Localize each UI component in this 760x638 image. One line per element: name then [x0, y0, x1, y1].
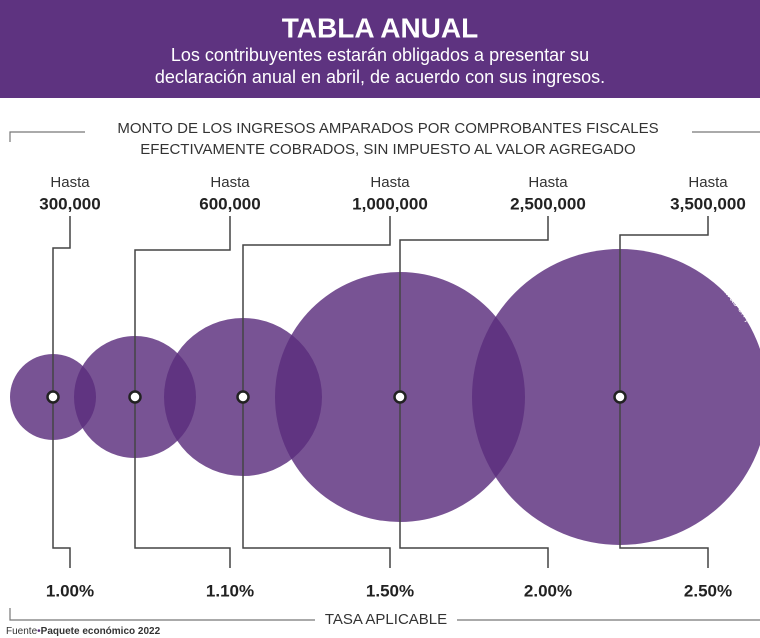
tier-rate: 2.50% — [684, 581, 732, 600]
connector — [242, 216, 391, 391]
section-rule — [9, 131, 85, 142]
header-band — [0, 0, 760, 98]
connector — [619, 403, 709, 568]
connector — [399, 403, 549, 568]
source-label: Fuente — [6, 626, 38, 637]
rate-rule — [9, 608, 315, 621]
connector — [399, 216, 549, 391]
tier-amount: 600,000 — [199, 194, 260, 213]
tier-rate: 2.00% — [524, 581, 572, 600]
tier-prefix: Hasta — [50, 174, 90, 191]
tier-prefix: Hasta — [370, 174, 410, 191]
subtitle: declaración anual en abril, de acuerdo c… — [155, 67, 605, 87]
source: Fuente•Paquete económico 2022 — [6, 626, 161, 637]
connector — [242, 403, 391, 568]
tier-prefix: Hasta — [688, 174, 728, 191]
dot — [46, 390, 60, 404]
subtitle: Los contribuyentes estarán obligados a p… — [171, 45, 589, 65]
tier-amount: 2,500,000 — [510, 194, 586, 213]
section-label: MONTO DE LOS INGRESOS AMPARADOS POR COMP… — [117, 120, 658, 137]
connector — [619, 216, 709, 391]
tiers: Hasta 300,000 1.00% Hasta 600,000 1.10% Hasta 1… — [39, 174, 746, 601]
dot — [393, 390, 407, 404]
tier-rate: 1.50% — [366, 581, 414, 600]
tier-rate: 1.10% — [206, 581, 254, 600]
tier-prefix: Hasta — [210, 174, 250, 191]
dot — [128, 390, 142, 404]
dot — [236, 390, 250, 404]
connector — [134, 403, 231, 568]
connector — [52, 403, 71, 568]
section-label: EFECTIVAMENTE COBRADOS, SIN IMPUESTO AL … — [140, 141, 635, 158]
connector — [52, 216, 71, 391]
tier-amount: 3,500,000 — [670, 194, 746, 213]
circles: Cifras en pesos anuales — [10, 249, 760, 545]
title: TABLA ANUAL — [282, 12, 478, 43]
tier-amount: 1,000,000 — [352, 194, 428, 213]
dot — [613, 390, 627, 404]
tier-prefix: Hasta — [528, 174, 568, 191]
rate-label: TASA APLICABLE — [325, 611, 447, 628]
connector — [134, 216, 231, 391]
tier-amount: 300,000 — [39, 194, 100, 213]
tier-rate: 1.00% — [46, 581, 94, 600]
source-name: Paquete económico 2022 — [41, 626, 161, 637]
source-sep: • — [37, 626, 41, 637]
